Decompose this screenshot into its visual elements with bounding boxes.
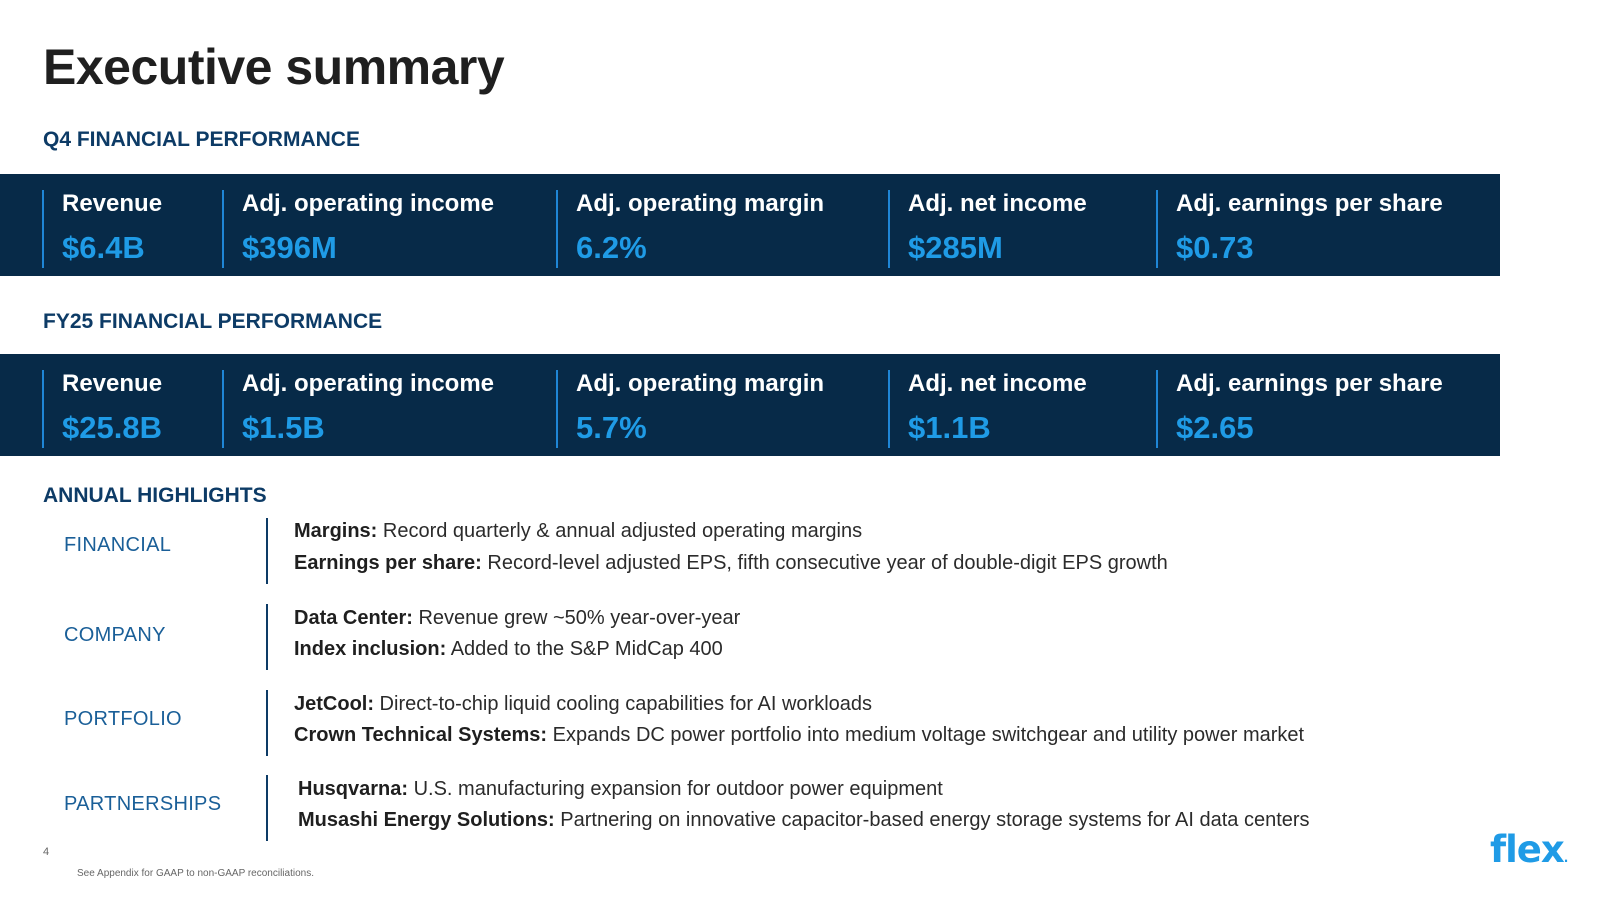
highlight-item-title: Musashi Energy Solutions: xyxy=(298,809,555,831)
highlight-item: Crown Technical Systems: Expands DC powe… xyxy=(294,724,1304,747)
highlight-divider xyxy=(266,518,268,584)
q4-metric-adj-net-income: Adj. net income $285M xyxy=(888,190,1087,268)
highlight-divider xyxy=(266,690,268,756)
highlight-item: Husqvarna: U.S. manufacturing expansion … xyxy=(298,778,943,801)
fy25-section-heading: FY25 FINANCIAL PERFORMANCE xyxy=(43,310,383,333)
metric-label: Adj. net income xyxy=(908,190,1087,217)
q4-metrics-band: Revenue $6.4B Adj. operating income $396… xyxy=(0,174,1500,276)
q4-metric-adj-operating-income: Adj. operating income $396M xyxy=(222,190,494,268)
fy25-metrics-band: Revenue $25.8B Adj. operating income $1.… xyxy=(0,354,1500,456)
metric-value: $285M xyxy=(908,230,1003,265)
q4-metric-adj-eps: Adj. earnings per share $0.73 xyxy=(1156,190,1443,268)
metric-label: Adj. operating margin xyxy=(576,370,825,397)
highlight-item-text: Record quarterly & annual adjusted opera… xyxy=(377,520,863,542)
fy25-metric-revenue: Revenue $25.8B xyxy=(42,370,162,448)
page-number: 4 xyxy=(43,846,50,858)
highlight-item-text: Direct-to-chip liquid cooling capabiliti… xyxy=(374,693,873,715)
highlight-item-title: Index inclusion: xyxy=(294,638,447,660)
fy25-metric-adj-operating-income: Adj. operating income $1.5B xyxy=(222,370,494,448)
highlights-section-heading: ANNUAL HIGHLIGHTS xyxy=(43,484,267,507)
page-title: Executive summary xyxy=(43,39,505,95)
highlight-item-title: Husqvarna: xyxy=(298,778,409,800)
metric-value: $1.1B xyxy=(908,410,991,445)
metric-label: Adj. net income xyxy=(908,370,1087,397)
metric-value: $396M xyxy=(242,230,337,265)
highlight-item-text: Record-level adjusted EPS, fifth consecu… xyxy=(481,552,1168,574)
highlight-item: Margins: Record quarterly & annual adjus… xyxy=(294,520,862,543)
logo-text: flex xyxy=(1490,828,1565,871)
highlight-item-text: U.S. manufacturing expansion for outdoor… xyxy=(408,778,943,800)
logo-dot: . xyxy=(1563,851,1568,865)
highlight-item-title: Data Center: xyxy=(294,607,413,629)
highlight-item-title: Margins: xyxy=(294,520,378,542)
footnote: See Appendix for GAAP to non-GAAP reconc… xyxy=(77,868,314,879)
metric-value: $25.8B xyxy=(62,410,162,445)
highlight-item-text: Partnering on innovative capacitor-based… xyxy=(554,809,1310,831)
fy25-metric-adj-net-income: Adj. net income $1.1B xyxy=(888,370,1087,448)
highlight-item-text: Revenue grew ~50% year-over-year xyxy=(412,607,741,629)
highlight-item-title: JetCool: xyxy=(294,693,374,715)
highlight-category: PARTNERSHIPS xyxy=(64,793,222,815)
highlight-item-text: Expands DC power portfolio into medium v… xyxy=(547,724,1305,746)
highlight-category: COMPANY xyxy=(64,624,166,646)
highlight-item: Data Center: Revenue grew ~50% year-over… xyxy=(294,607,740,630)
metric-label: Revenue xyxy=(62,190,163,217)
highlight-item: Index inclusion: Added to the S&P MidCap… xyxy=(294,638,723,661)
metric-label: Adj. operating margin xyxy=(576,190,825,217)
flex-logo: flex. xyxy=(1490,828,1568,871)
q4-metric-revenue: Revenue $6.4B xyxy=(42,190,162,268)
highlight-category: FINANCIAL xyxy=(64,534,172,556)
metric-label: Adj. operating income xyxy=(242,190,495,217)
metric-value: $1.5B xyxy=(242,410,325,445)
highlight-item: Musashi Energy Solutions: Partnering on … xyxy=(298,809,1310,832)
q4-section-heading: Q4 FINANCIAL PERFORMANCE xyxy=(43,128,360,151)
highlight-item-title: Earnings per share: xyxy=(294,552,482,574)
metric-label: Adj. operating income xyxy=(242,370,495,397)
metric-value: $0.73 xyxy=(1176,230,1254,265)
q4-metric-adj-operating-margin: Adj. operating margin 6.2% xyxy=(556,190,824,268)
fy25-metric-adj-operating-margin: Adj. operating margin 5.7% xyxy=(556,370,824,448)
highlight-divider xyxy=(266,604,268,670)
highlight-category: PORTFOLIO xyxy=(64,708,182,730)
highlight-item: Earnings per share: Record-level adjuste… xyxy=(294,552,1168,575)
highlight-divider xyxy=(266,775,268,841)
metric-value: $6.4B xyxy=(62,230,145,265)
highlight-item-text: Added to the S&P MidCap 400 xyxy=(446,638,723,660)
metric-label: Adj. earnings per share xyxy=(1176,370,1443,397)
metric-label: Revenue xyxy=(62,370,163,397)
metric-label: Adj. earnings per share xyxy=(1176,190,1443,217)
highlight-item: JetCool: Direct-to-chip liquid cooling c… xyxy=(294,693,872,716)
highlight-item-title: Crown Technical Systems: xyxy=(294,724,548,746)
metric-value: 6.2% xyxy=(576,230,647,265)
metric-value: $2.65 xyxy=(1176,410,1254,445)
metric-value: 5.7% xyxy=(576,410,647,445)
fy25-metric-adj-eps: Adj. earnings per share $2.65 xyxy=(1156,370,1443,448)
